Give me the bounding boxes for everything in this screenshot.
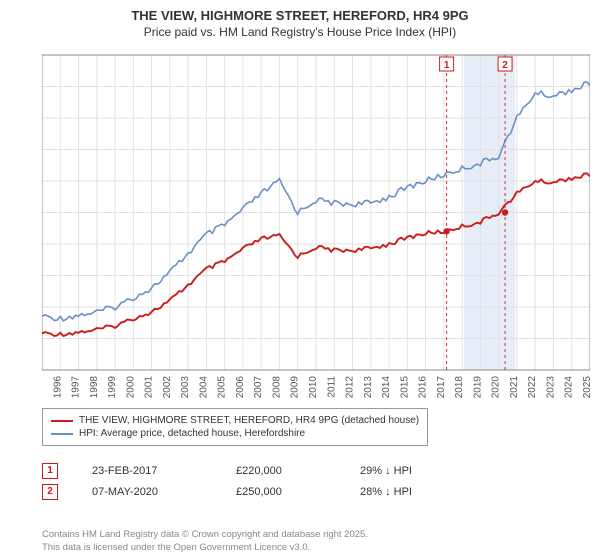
annotation-delta: 29% ↓ HPI xyxy=(360,465,412,477)
annotation-marker: 2 xyxy=(42,484,58,500)
annotation-price: £250,000 xyxy=(236,486,326,498)
svg-text:1995: 1995 xyxy=(42,376,45,399)
legend-row: HPI: Average price, detached house, Here… xyxy=(51,428,419,439)
svg-text:2010: 2010 xyxy=(308,376,319,399)
svg-text:2011: 2011 xyxy=(326,376,337,398)
footer-note: Contains HM Land Registry data © Crown c… xyxy=(42,529,368,554)
svg-text:2014: 2014 xyxy=(381,376,392,399)
chart-subtitle: Price paid vs. HM Land Registry's House … xyxy=(0,25,600,39)
chart-svg: £0£50K£100K£150K£200K£250K£300K£350K£400… xyxy=(42,45,590,400)
svg-text:2002: 2002 xyxy=(162,376,173,399)
svg-text:2007: 2007 xyxy=(253,376,264,399)
annotation-date: 23-FEB-2017 xyxy=(92,465,202,477)
svg-text:2005: 2005 xyxy=(217,376,228,399)
legend: THE VIEW, HIGHMORE STREET, HEREFORD, HR4… xyxy=(42,408,428,446)
svg-text:2015: 2015 xyxy=(399,376,410,399)
legend-swatch xyxy=(51,433,73,435)
svg-text:1996: 1996 xyxy=(52,376,63,399)
svg-text:2024: 2024 xyxy=(564,376,575,399)
svg-text:2017: 2017 xyxy=(436,376,447,399)
svg-text:2: 2 xyxy=(502,60,508,71)
svg-text:2019: 2019 xyxy=(472,376,483,399)
svg-text:2022: 2022 xyxy=(527,376,538,399)
annotation-marker: 1 xyxy=(42,463,58,479)
chart-area: £0£50K£100K£150K£200K£250K£300K£350K£400… xyxy=(42,45,590,400)
svg-text:2012: 2012 xyxy=(345,376,356,399)
svg-text:2013: 2013 xyxy=(363,376,374,399)
annotation-row: 1 23-FEB-2017 £220,000 29% ↓ HPI xyxy=(42,463,412,479)
svg-text:2006: 2006 xyxy=(235,376,246,399)
chart-title: THE VIEW, HIGHMORE STREET, HEREFORD, HR4… xyxy=(0,8,600,23)
svg-text:2000: 2000 xyxy=(125,376,136,399)
svg-text:2004: 2004 xyxy=(198,376,209,399)
svg-text:2021: 2021 xyxy=(509,376,520,399)
svg-text:1999: 1999 xyxy=(107,376,118,399)
svg-text:2016: 2016 xyxy=(418,376,429,399)
annotations-table: 1 23-FEB-2017 £220,000 29% ↓ HPI 2 07-MAY-202… xyxy=(42,458,412,505)
svg-text:2025: 2025 xyxy=(582,376,590,399)
svg-text:2023: 2023 xyxy=(545,376,556,399)
svg-text:1998: 1998 xyxy=(89,376,100,399)
legend-label: HPI: Average price, detached house, Here… xyxy=(79,428,305,439)
svg-text:2009: 2009 xyxy=(290,376,301,399)
legend-label: THE VIEW, HIGHMORE STREET, HEREFORD, HR4… xyxy=(79,415,419,426)
svg-text:2020: 2020 xyxy=(491,376,502,399)
footer-line-1: Contains HM Land Registry data © Crown c… xyxy=(42,529,368,541)
annotation-date: 07-MAY-2020 xyxy=(92,486,202,498)
legend-swatch xyxy=(51,420,73,422)
footer-line-2: This data is licensed under the Open Gov… xyxy=(42,542,368,554)
annotation-price: £220,000 xyxy=(236,465,326,477)
annotation-row: 2 07-MAY-2020 £250,000 28% ↓ HPI xyxy=(42,484,412,500)
legend-row: THE VIEW, HIGHMORE STREET, HEREFORD, HR4… xyxy=(51,415,419,426)
svg-text:1: 1 xyxy=(444,60,450,71)
svg-text:1997: 1997 xyxy=(71,376,82,399)
svg-text:2001: 2001 xyxy=(144,376,155,399)
title-block: THE VIEW, HIGHMORE STREET, HEREFORD, HR4… xyxy=(0,0,600,39)
svg-text:2008: 2008 xyxy=(271,376,282,399)
svg-text:2018: 2018 xyxy=(454,376,465,399)
svg-text:2003: 2003 xyxy=(180,376,191,399)
annotation-delta: 28% ↓ HPI xyxy=(360,486,412,498)
